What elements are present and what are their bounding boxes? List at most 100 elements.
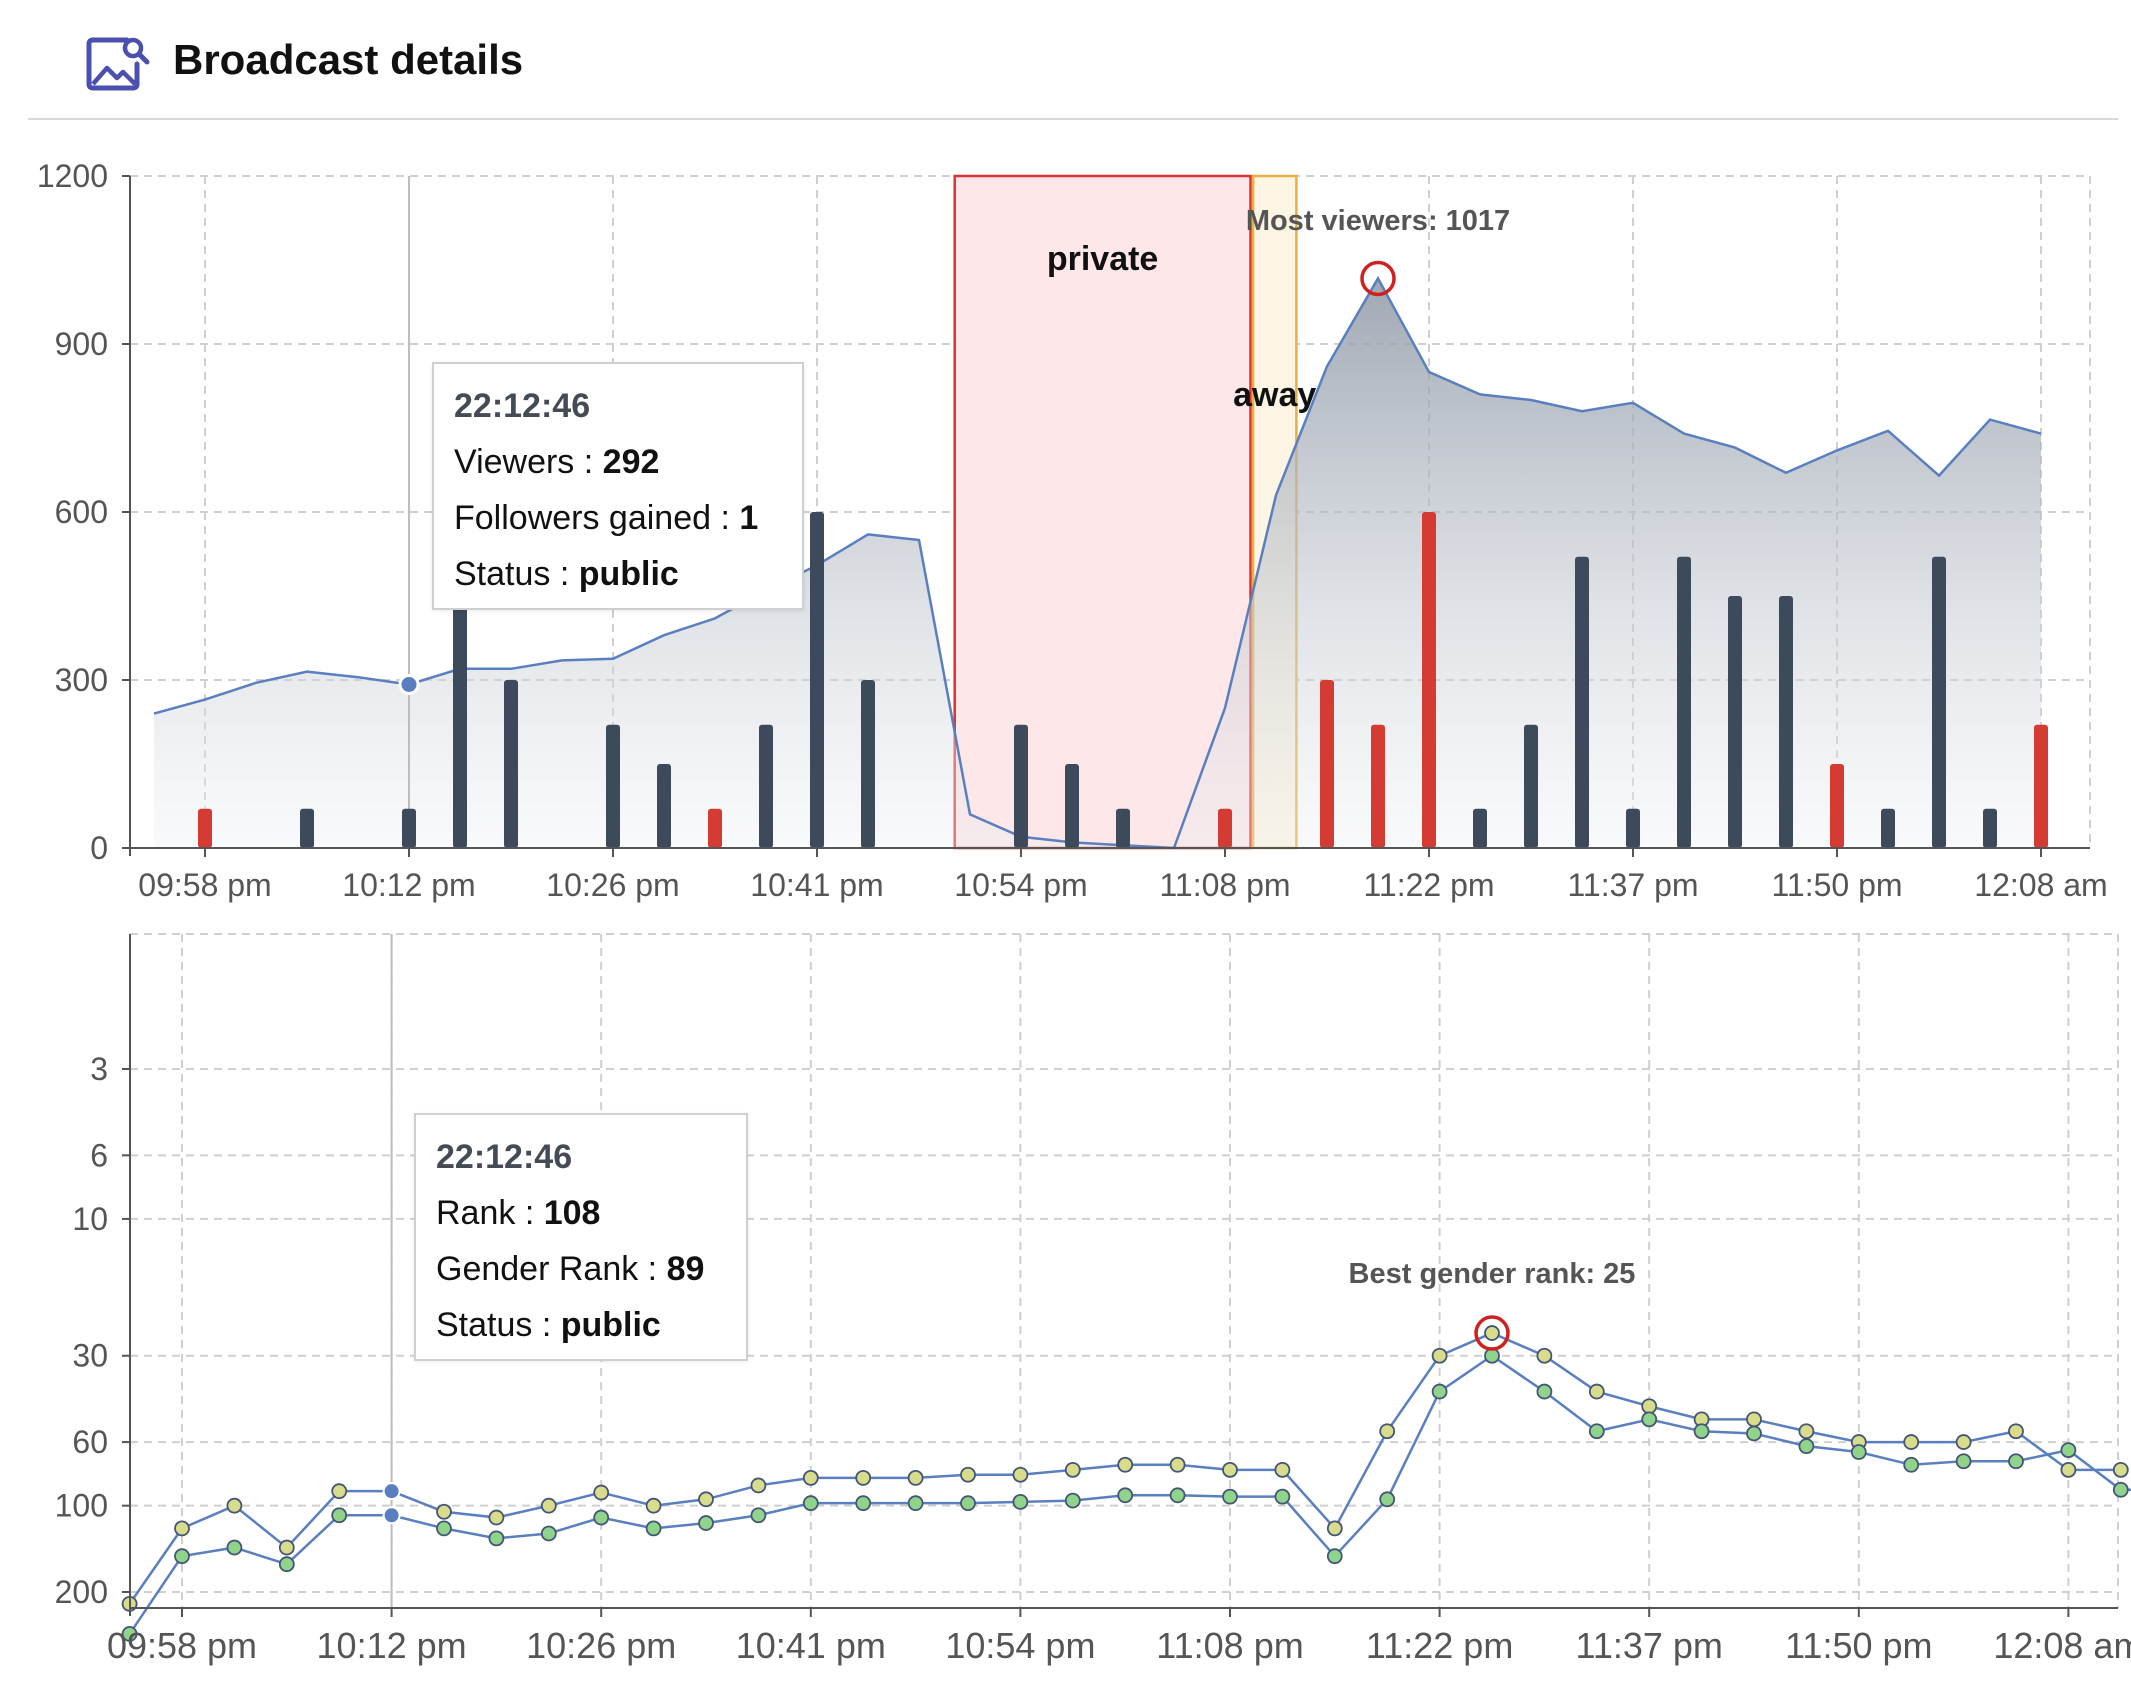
rank-point <box>2060 1442 2077 1459</box>
rank-point <box>750 1477 767 1494</box>
x-tick-label: 11:37 pm <box>1567 867 1698 903</box>
rank-point <box>802 1469 819 1486</box>
rank-point <box>1955 1434 1972 1450</box>
rank-point <box>1903 1456 1920 1473</box>
rank-point <box>1746 1411 1762 1428</box>
followers-bar <box>1524 724 1538 848</box>
y-tick-label: 3 <box>90 1051 108 1087</box>
x-tick-label: 12:08 am <box>1993 1625 2131 1666</box>
x-tick-label: 11:50 pm <box>1785 1625 1932 1666</box>
rank-point <box>331 1483 348 1500</box>
rank-point <box>960 1466 976 1483</box>
viewers-chart: private away Most viewers: 1017 0 300 600 900 1… <box>37 158 2108 903</box>
rank-point <box>1169 1456 1186 1473</box>
followers-bar <box>402 808 416 848</box>
rank-point <box>855 1495 872 1512</box>
tooltip-time: 22:12:46 <box>454 387 591 425</box>
x-tick-label: 11:22 pm <box>1366 1625 1513 1666</box>
rank-point <box>1484 1325 1500 1341</box>
followers-bar <box>198 808 212 848</box>
y-tick-label: 200 <box>55 1574 108 1610</box>
rank-point <box>331 1507 348 1524</box>
y-tick-label: 100 <box>55 1488 108 1524</box>
rank-point <box>645 1520 662 1537</box>
rank-point <box>1117 1456 1134 1473</box>
followers-bar <box>1575 556 1589 848</box>
x-tick-label: 11:08 pm <box>1159 867 1290 903</box>
rank-point <box>1641 1411 1658 1428</box>
rank-point <box>750 1507 767 1524</box>
followers-bar <box>708 808 722 848</box>
followers-bar <box>1422 512 1436 848</box>
tooltip-row: Viewers : 292 <box>454 443 660 481</box>
followers-bar <box>1626 808 1640 848</box>
tooltip-row: Gender Rank : 89 <box>436 1250 705 1288</box>
status-band-private <box>953 174 1252 850</box>
rank-point <box>121 1626 138 1642</box>
followers-bar <box>1116 808 1130 848</box>
followers-bar <box>810 512 824 848</box>
followers-bar <box>1320 680 1334 848</box>
followers-bar <box>759 724 773 848</box>
rank-point <box>1274 1488 1291 1505</box>
rank-point <box>1693 1423 1710 1440</box>
followers-bar <box>1830 764 1844 848</box>
rank-point <box>1431 1383 1448 1400</box>
rank-point <box>226 1539 243 1556</box>
y-tick-label: 900 <box>55 326 108 362</box>
followers-bar <box>1881 808 1895 848</box>
x-tick-label: 11:08 pm <box>1156 1625 1303 1666</box>
tooltip-row: Status : public <box>454 555 679 593</box>
rank-point <box>1064 1461 1081 1478</box>
y-tick-label: 10 <box>72 1201 108 1237</box>
x-tick-label: 10:26 pm <box>546 867 679 903</box>
rank-point <box>1798 1438 1815 1455</box>
x-tick-label: 11:50 pm <box>1771 867 1902 903</box>
rank-point <box>174 1548 190 1565</box>
rank-point <box>802 1495 819 1512</box>
x-tick-label: 10:26 pm <box>526 1625 676 1666</box>
rank-point <box>2112 1461 2129 1478</box>
rank-point <box>226 1497 243 1514</box>
rank-point <box>1588 1383 1605 1400</box>
followers-bar <box>1014 724 1028 848</box>
tooltip-row: Status : public <box>436 1306 661 1344</box>
rank-point <box>278 1556 295 1573</box>
rank-point <box>698 1491 714 1508</box>
best-rank-label: Best gender rank: 25 <box>1349 1258 1636 1290</box>
rank-point <box>593 1509 610 1526</box>
rank-point <box>593 1484 610 1501</box>
rank-point <box>1274 1461 1291 1478</box>
followers-bar <box>504 680 518 848</box>
rank-point <box>1903 1434 1920 1450</box>
tooltip-time: 22:12:46 <box>436 1138 573 1176</box>
followers-bar <box>2034 724 2048 848</box>
rank-point <box>2008 1453 2024 1470</box>
x-tick-label: 09:58 pm <box>138 867 271 903</box>
rank-point <box>488 1530 505 1547</box>
rank-tooltip: 22:12:46 Rank : 108 Gender Rank : 89 Sta… <box>414 1113 748 1361</box>
x-tick-label: 11:22 pm <box>1363 867 1494 903</box>
followers-bar <box>1065 764 1079 848</box>
followers-bar <box>1677 556 1691 848</box>
rank-point <box>1850 1444 1867 1460</box>
rank-point <box>540 1497 557 1514</box>
panel-header: Broadcast details <box>28 0 2118 120</box>
rank-point <box>488 1509 505 1526</box>
rank-point <box>2060 1461 2077 1478</box>
rank-point <box>1379 1491 1396 1508</box>
x-tick-label: 12:08 am <box>1974 867 2107 903</box>
x-tick-label: 10:12 pm <box>342 867 475 903</box>
y-tick-label: 30 <box>72 1338 108 1374</box>
followers-bar <box>1932 556 1946 848</box>
rank-point <box>1169 1487 1186 1504</box>
tooltip-row: Followers gained : 1 <box>454 499 759 537</box>
y-tick-label: 60 <box>72 1424 108 1460</box>
viewers-tooltip: 22:12:46 Viewers : 292 Followers gained … <box>432 362 804 610</box>
rank-point <box>1641 1398 1658 1415</box>
x-tick-label: 10:12 pm <box>317 1625 467 1666</box>
rank-line-green <box>128 1354 2131 1635</box>
followers-bar <box>300 808 314 848</box>
followers-bar <box>1371 724 1385 848</box>
rank-point <box>1326 1520 1343 1537</box>
